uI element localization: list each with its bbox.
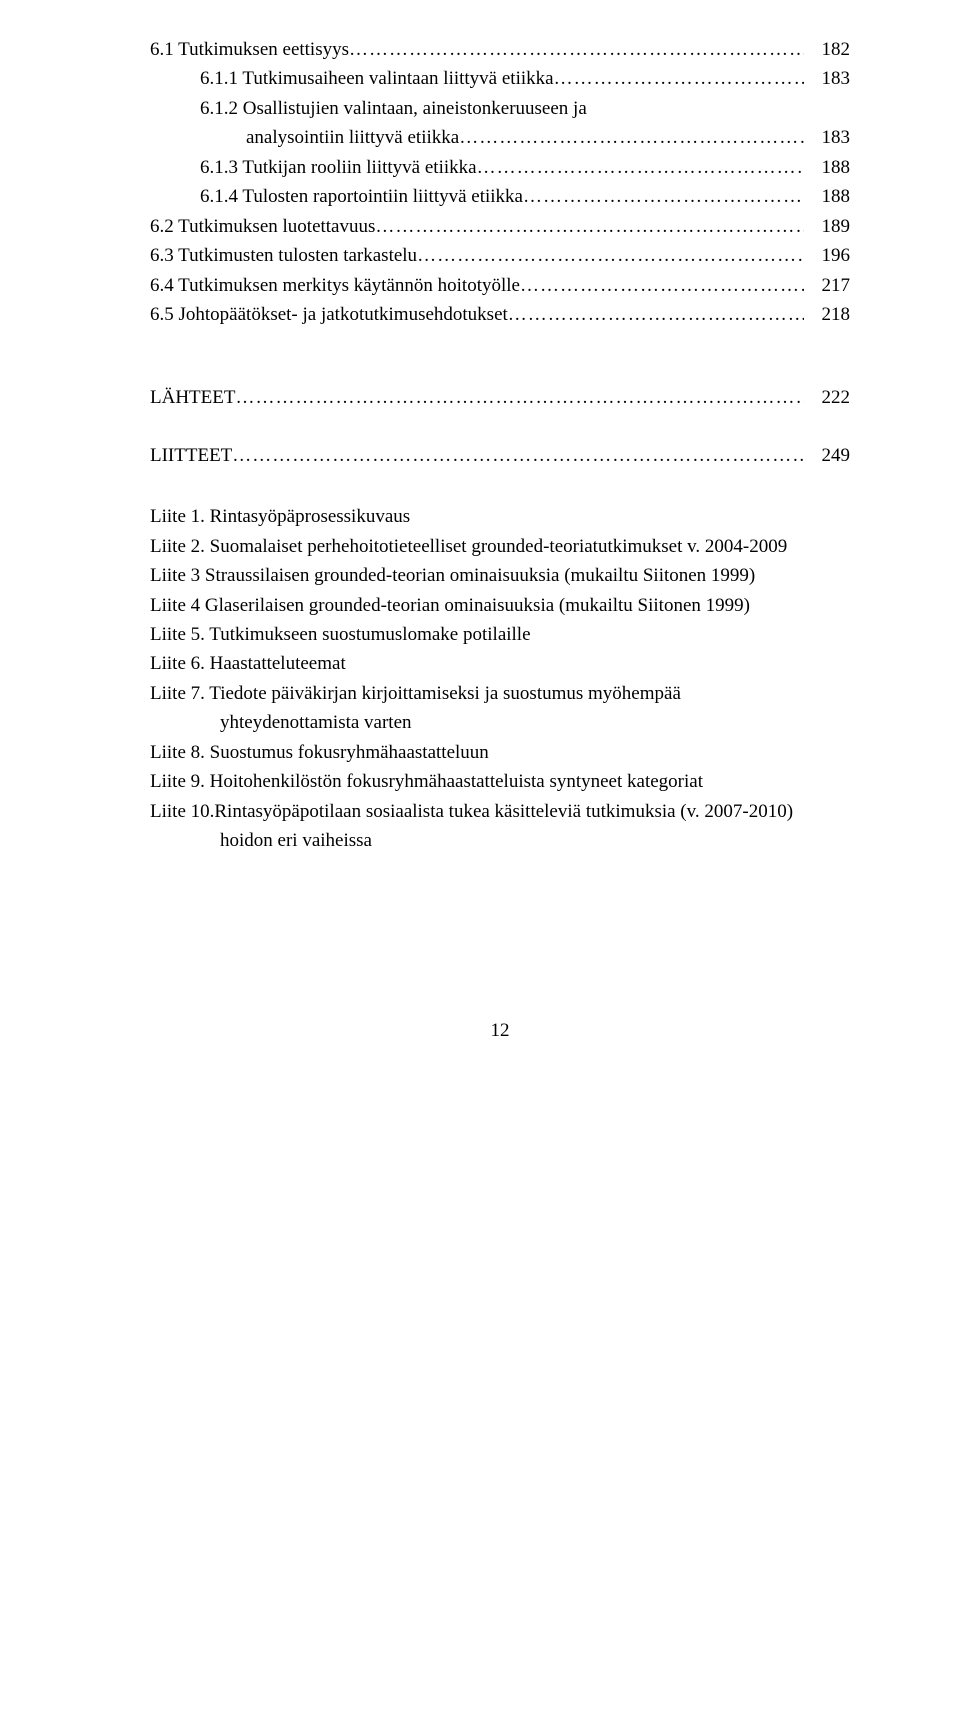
liite-item: Liite 1. Rintasyöpäprosessikuvaus: [150, 502, 850, 531]
liite-item: Liite 2. Suomalaiset perhehoitotieteelli…: [150, 532, 850, 561]
toc-label: 6.1.1 Tutkimusaiheen valintaan liittyvä …: [200, 64, 554, 93]
liite-item-continue: yhteydenottamista varten: [150, 708, 850, 737]
spacer: [150, 329, 850, 383]
liite-item: Liite 5. Tutkimukseen suostumuslomake po…: [150, 620, 850, 649]
toc-row: 6.1.4 Tulosten raportointiin liittyvä et…: [150, 182, 850, 211]
liitteet-row: LIITTEET 249: [150, 441, 850, 470]
toc-label: 6.4 Tutkimuksen merkitys käytännön hoito…: [150, 271, 520, 300]
lahteet-page: 222: [804, 383, 850, 412]
toc-row: analysointiin liittyvä etiikka 183: [150, 123, 850, 152]
spacer: [150, 413, 850, 441]
toc-label: 6.1.3 Tutkijan rooliin liittyvä etiikka: [200, 153, 477, 182]
liite-item: Liite 7. Tiedote päiväkirjan kirjoittami…: [150, 679, 850, 708]
spacer: [150, 470, 850, 498]
toc-page: 182: [804, 35, 850, 64]
toc-row: 6.1.1 Tutkimusaiheen valintaan liittyvä …: [150, 64, 850, 93]
toc-dots: [508, 300, 804, 329]
toc-row: 6.1 Tutkimuksen eettisyys 182: [150, 35, 850, 64]
toc-dots: [459, 123, 804, 152]
toc-label: analysointiin liittyvä etiikka: [246, 123, 459, 152]
toc-dots: [417, 241, 804, 270]
toc-dots: [232, 441, 804, 470]
lahteet-row: LÄHTEET 222: [150, 383, 850, 412]
toc-dots: [235, 383, 804, 412]
toc-page: 217: [804, 271, 850, 300]
toc-dots: [520, 271, 804, 300]
liite-item: Liite 9. Hoitohenkilöstön fokusryhmähaas…: [150, 767, 850, 796]
toc-label: 6.2 Tutkimuksen luotettavuus: [150, 212, 375, 241]
toc-dots: [554, 64, 804, 93]
toc-page: 188: [804, 153, 850, 182]
toc-page: 188: [804, 182, 850, 211]
page-number: 12: [150, 1016, 850, 1045]
toc-section: 6.1 Tutkimuksen eettisyys 182 6.1.1 Tutk…: [150, 35, 850, 329]
toc-dots: [349, 35, 804, 64]
lahteet-label: LÄHTEET: [150, 383, 235, 412]
liitteet-page: 249: [804, 441, 850, 470]
toc-row: 6.3 Tutkimusten tulosten tarkastelu 196: [150, 241, 850, 270]
toc-row: 6.4 Tutkimuksen merkitys käytännön hoito…: [150, 271, 850, 300]
toc-label: 6.5 Johtopäätökset- ja jatkotutkimusehdo…: [150, 300, 508, 329]
toc-row: 6.5 Johtopäätökset- ja jatkotutkimusehdo…: [150, 300, 850, 329]
toc-row: 6.2 Tutkimuksen luotettavuus 189: [150, 212, 850, 241]
toc-dots: [477, 153, 804, 182]
liite-item: Liite 6. Haastatteluteemat: [150, 649, 850, 678]
toc-label: 6.1 Tutkimuksen eettisyys: [150, 35, 349, 64]
liite-item: Liite 8. Suostumus fokusryhmähaastattelu…: [150, 738, 850, 767]
toc-label: 6.3 Tutkimusten tulosten tarkastelu: [150, 241, 417, 270]
toc-page: 189: [804, 212, 850, 241]
toc-row: 6.1.3 Tutkijan rooliin liittyvä etiikka …: [150, 153, 850, 182]
liite-item-continue: hoidon eri vaiheissa: [150, 826, 850, 855]
toc-label: 6.1.4 Tulosten raportointiin liittyvä et…: [200, 182, 523, 211]
liite-item: Liite 3 Straussilaisen grounded-teorian …: [150, 561, 850, 590]
toc-page: 183: [804, 123, 850, 152]
liite-item: Liite 4 Glaserilaisen grounded-teorian o…: [150, 591, 850, 620]
liite-item: Liite 10.Rintasyöpäpotilaan sosiaalista …: [150, 797, 850, 826]
toc-dots: [523, 182, 804, 211]
liitteet-label: LIITTEET: [150, 441, 232, 470]
toc-page: 183: [804, 64, 850, 93]
toc-label: 6.1.2 Osallistujien valintaan, aineiston…: [200, 94, 587, 123]
toc-page: 196: [804, 241, 850, 270]
liite-list: Liite 1. Rintasyöpäprosessikuvaus Liite …: [150, 502, 850, 855]
toc-dots: [375, 212, 804, 241]
toc-row: 6.1.2 Osallistujien valintaan, aineiston…: [150, 94, 850, 123]
toc-page: 218: [804, 300, 850, 329]
